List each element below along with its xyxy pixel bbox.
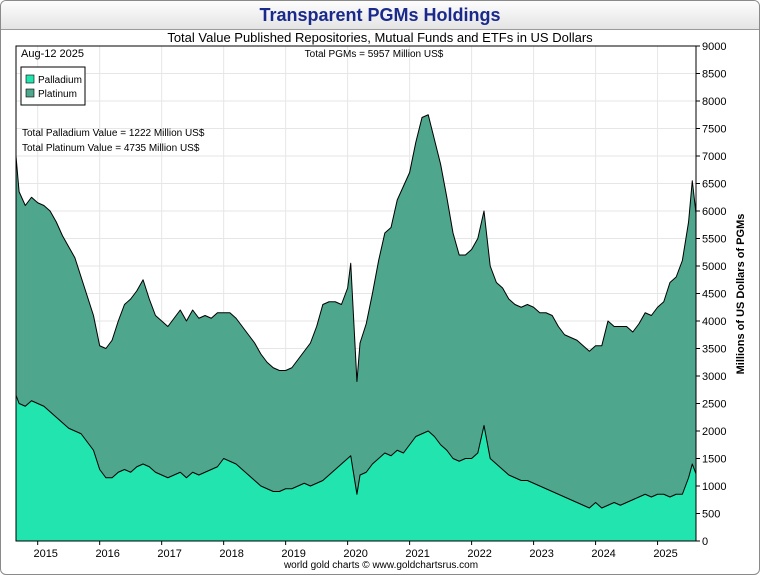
total-pgms-label: Total PGMs = 5957 Million US$ [305, 49, 444, 60]
y-tick-label-17: 8500 [702, 69, 726, 81]
y-axis-ticks: 0 500 1000 1500 2000 2500 3000 3500 4000 4500 5000… [696, 41, 726, 548]
x-tick-label-3: 2018 [219, 548, 243, 560]
total-pgms-line [15, 114, 697, 382]
platinum-area [16, 114, 696, 508]
palladium-area [16, 395, 696, 541]
x-axis-ticks: 2015 2016 2017 2018 2019 2020 2021 2022 2023 2024… [33, 541, 678, 560]
stacked-areas [16, 114, 696, 541]
y-tick-label-18: 9000 [702, 41, 726, 53]
x-tick-label-2: 2017 [157, 548, 181, 560]
annotation-palladium-value: Total Palladium Value = 1222 Million US$ [22, 128, 205, 139]
credit-label: world gold charts © www.goldchartsrus.co… [283, 560, 478, 571]
x-tick-label-4: 2019 [281, 548, 305, 560]
y-tick-label-5: 2500 [702, 399, 726, 411]
y-tick-label-11: 5500 [702, 234, 726, 246]
y-tick-label-14: 7000 [702, 151, 726, 163]
annotation-platinum-value: Total Platinum Value = 4735 Million US$ [22, 143, 200, 154]
legend-box [20, 66, 86, 106]
y-tick-label-15: 7500 [702, 124, 726, 136]
chart-title: Transparent PGMs Holdings [259, 5, 501, 25]
y-tick-label-13: 6500 [702, 179, 726, 191]
x-tick-label-7: 2022 [467, 548, 491, 560]
y-tick-label-3: 1500 [702, 454, 726, 466]
x-tick-label-5: 2020 [343, 548, 367, 560]
y-tick-label-12: 6000 [702, 206, 726, 218]
legend-swatch-platinum [25, 88, 35, 98]
x-tick-label-6: 2021 [405, 548, 429, 560]
x-tick-label-8: 2023 [529, 548, 553, 560]
legend-swatch-palladium [25, 74, 35, 84]
legend: Palladium Platinum [20, 66, 86, 106]
x-tick-label-0: 2015 [33, 548, 57, 560]
y-tick-label-16: 8000 [702, 96, 726, 108]
title-bar: Transparent PGMs Holdings [1, 1, 759, 30]
y-tick-label-1: 500 [702, 509, 720, 521]
y-tick-label-7: 3500 [702, 344, 726, 356]
y-tick-label-2: 1000 [702, 481, 726, 493]
y-tick-label-6: 3000 [702, 371, 726, 383]
y-tick-label-4: 2000 [702, 426, 726, 438]
legend-label-palladium: Palladium [38, 75, 82, 86]
y-axis-label: Millions of US Dollars of PGMs [735, 214, 747, 375]
x-tick-label-1: 2016 [95, 548, 119, 560]
chart-subtitle: Total Value Published Repositories, Mutu… [167, 30, 593, 45]
x-tick-label-9: 2024 [591, 548, 615, 560]
y-tick-label-9: 4500 [702, 289, 726, 301]
y-tick-label-8: 4000 [702, 316, 726, 328]
date-label: Aug-12 2025 [21, 48, 84, 60]
x-tick-label-10: 2025 [653, 548, 677, 560]
legend-label-platinum: Platinum [38, 89, 77, 100]
y-tick-label-0: 0 [702, 536, 708, 548]
y-tick-label-10: 5000 [702, 261, 726, 273]
series-lines [15, 114, 697, 509]
palladium-line [15, 395, 697, 509]
